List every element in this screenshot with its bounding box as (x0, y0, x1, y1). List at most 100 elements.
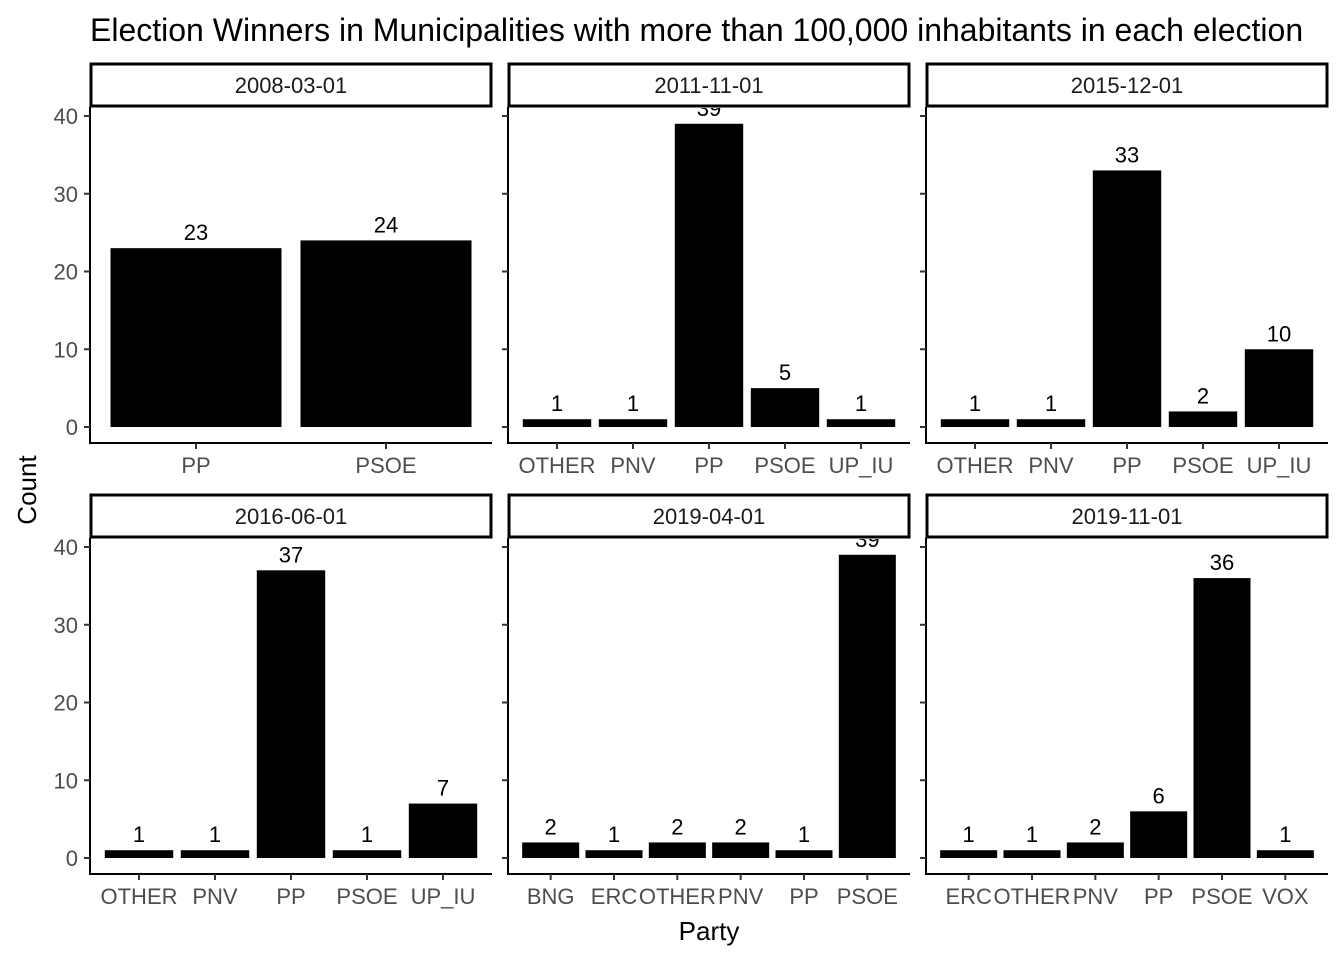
y-tick-label: 0 (66, 415, 78, 440)
bar-value-label: 39 (697, 96, 721, 121)
x-tick-label: OTHER (639, 884, 716, 909)
y-tick-label: 10 (54, 337, 78, 362)
x-tick-label: PSOE (1191, 884, 1252, 909)
bar-ERC (585, 850, 643, 858)
bar-value-label: 2 (735, 814, 747, 839)
bar-PP (674, 123, 744, 428)
y-tick-label: 10 (54, 768, 78, 793)
bar-PSOE (1193, 578, 1251, 858)
facet-strip (507, 493, 911, 539)
bar-value-label: 1 (969, 391, 981, 416)
bars-group: 1 1 33 2 10 (940, 142, 1314, 428)
bar-OTHER (104, 850, 174, 858)
facet-strip (507, 62, 911, 108)
y-tick-label: 30 (54, 182, 78, 207)
bar-UP_IU (1244, 349, 1314, 427)
x-tick-label: PP (1112, 453, 1141, 478)
bar-OTHER (940, 419, 1010, 427)
y-tick-label: 20 (54, 260, 78, 285)
bar-PSOE (838, 554, 896, 858)
panel-2011-11-01: 2011-11-01 1 1 39 5 1 OTHER PNV PP PSOE UP_IU (502, 62, 911, 478)
bar-value-label: 7 (437, 776, 449, 801)
bar-PP (256, 570, 326, 858)
bars-group: 1 1 37 1 7 (104, 542, 478, 858)
bar-OTHER (648, 842, 706, 858)
bar-PNV (1066, 842, 1124, 858)
bar-value-label: 24 (374, 212, 398, 237)
bar-value-label: 2 (1197, 383, 1209, 408)
x-tick-label: OTHER (101, 884, 178, 909)
bars-group: 1 1 39 5 1 (522, 96, 896, 428)
y-tick-label: 30 (54, 613, 78, 638)
bar-value-label: 37 (279, 542, 303, 567)
bar-value-label: 1 (1045, 391, 1057, 416)
bar-value-label: 5 (779, 360, 791, 385)
x-tick-label: PSOE (754, 453, 815, 478)
y-axis-title: Count (12, 455, 42, 525)
bar-PNV (712, 842, 770, 858)
facet-strip-label: 2015-12-01 (1071, 73, 1184, 98)
x-tick-label: PNV (192, 884, 238, 909)
bar-value-label: 1 (361, 822, 373, 847)
y-tick-label: 20 (54, 691, 78, 716)
bars-group: 1 1 2 6 36 1 (940, 550, 1314, 858)
bar-value-label: 1 (551, 391, 563, 416)
panel-2008-03-01: 2008-03-01 0 10 20 30 40 23 24 PP PSOE (54, 62, 493, 478)
bar-value-label: 1 (627, 391, 639, 416)
panel-2015-12-01: 2015-12-01 1 1 33 2 10 OTHER PNV PP PSOE UP_IU (920, 62, 1329, 478)
facet-strip (89, 493, 493, 539)
facet-strip (89, 62, 493, 108)
bar-ERC (940, 850, 998, 858)
bar-PNV (180, 850, 250, 858)
facet-strip-label: 2019-04-01 (653, 504, 766, 529)
facet-strip-label: 2016-06-01 (235, 504, 348, 529)
bar-value-label: 33 (1115, 142, 1139, 167)
bar-value-label: 1 (133, 822, 145, 847)
bar-value-label: 2 (1089, 814, 1101, 839)
x-tick-label: PP (789, 884, 818, 909)
x-tick-label: PSOE (336, 884, 397, 909)
bar-value-label: 1 (798, 822, 810, 847)
bar-PSOE (300, 240, 472, 427)
bar-value-label: 1 (608, 822, 620, 847)
panel-2019-11-01: 2019-11-01 1 1 2 6 36 1 ERC OTHER PNV PP PSOE VOX (920, 493, 1329, 909)
facet-strip-label: 2019-11-01 (1072, 504, 1183, 529)
bars-group: 23 24 (110, 212, 472, 427)
x-tick-label: PNV (610, 453, 656, 478)
x-tick-label: PSOE (1172, 453, 1233, 478)
bars-group: 2 1 2 2 1 39 (522, 539, 896, 858)
bar-PP (1130, 811, 1188, 858)
bar-PSOE (750, 388, 820, 427)
bar-value-label: 10 (1267, 321, 1291, 346)
bar-PSOE (332, 850, 402, 858)
x-tick-label: PNV (1028, 453, 1074, 478)
y-tick-label: 0 (66, 846, 78, 871)
bar-value-label: 2 (671, 814, 683, 839)
x-tick-label: OTHER (519, 453, 596, 478)
bar-PP (1092, 170, 1162, 428)
bar-value-label: 6 (1153, 783, 1165, 808)
bar-UP_IU (826, 419, 896, 427)
x-tick-label: UP_IU (1247, 453, 1312, 478)
bar-OTHER (522, 419, 592, 427)
x-tick-label: PSOE (837, 884, 898, 909)
x-tick-label: OTHER (937, 453, 1014, 478)
bar-value-label: 1 (1279, 822, 1291, 847)
bar-OTHER (1003, 850, 1061, 858)
y-tick-label: 40 (54, 535, 78, 560)
x-tick-label: OTHER (994, 884, 1071, 909)
bar-value-label: 23 (184, 220, 208, 245)
x-tick-label: VOX (1262, 884, 1309, 909)
y-tick-label: 40 (54, 104, 78, 129)
bar-PNV (1016, 419, 1086, 427)
x-tick-label: PP (276, 884, 305, 909)
bar-value-label: 2 (545, 814, 557, 839)
bar-PNV (598, 419, 668, 427)
chart-title: Election Winners in Municipalities with … (90, 12, 1303, 48)
x-tick-label: PP (1144, 884, 1173, 909)
facet-strip-label: 2008-03-01 (235, 73, 348, 98)
x-tick-label: ERC (945, 884, 992, 909)
bar-value-label: 1 (209, 822, 221, 847)
